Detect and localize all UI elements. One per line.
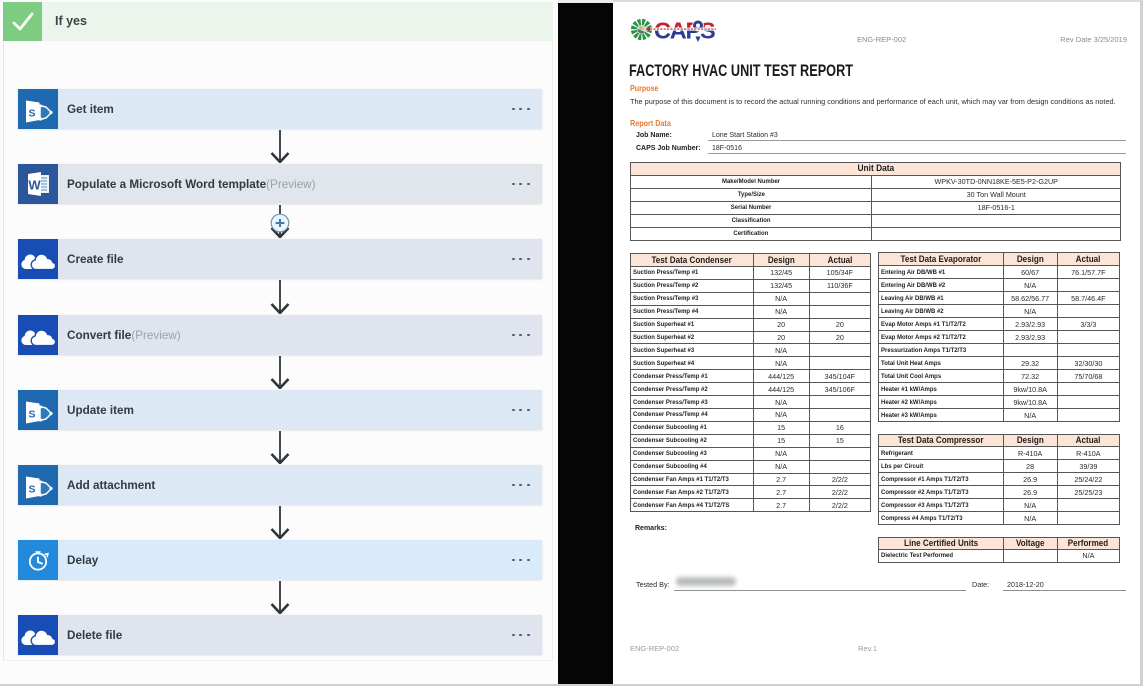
svg-text:S: S <box>28 484 35 496</box>
svg-text:S: S <box>28 409 35 421</box>
svg-text:W: W <box>28 178 41 193</box>
svg-text:S: S <box>28 108 35 120</box>
